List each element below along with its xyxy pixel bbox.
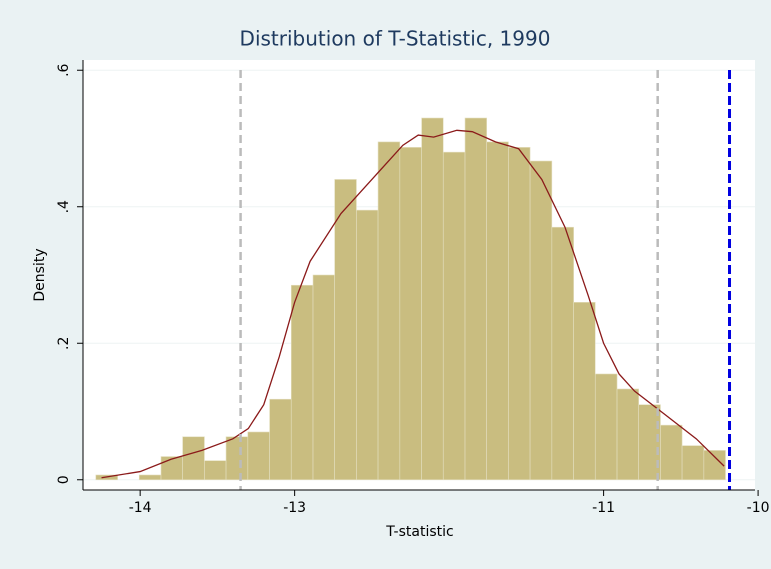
bar: [681, 445, 705, 481]
bar: [377, 141, 401, 481]
y-tick-label: 0: [56, 475, 72, 484]
bar: [312, 274, 335, 481]
bar: [399, 147, 422, 481]
bar: [529, 160, 553, 481]
bar: [421, 117, 444, 481]
density-line: [101, 129, 725, 479]
bar: [247, 431, 270, 481]
bar: [573, 302, 596, 481]
bar: [160, 456, 183, 481]
bar: [204, 460, 227, 481]
bar: [464, 117, 487, 481]
y-axis-label: Density: [32, 248, 48, 301]
x-tick-label: -10: [747, 500, 770, 516]
bar: [703, 450, 726, 481]
x-axis-label: T-statistic: [385, 524, 453, 540]
bar: [486, 141, 509, 481]
bar: [290, 284, 314, 481]
bar: [660, 424, 683, 481]
y-tick-label: .2: [56, 337, 72, 350]
x-tick-label: -13: [283, 500, 306, 516]
bar: [551, 226, 574, 481]
x-tick-label: -14: [129, 500, 152, 516]
bar: [616, 388, 639, 481]
bar: [356, 209, 379, 481]
bar: [442, 151, 466, 481]
bar: [594, 373, 618, 481]
bar: [182, 436, 205, 481]
bar: [138, 474, 162, 481]
y-tick-label: .4: [56, 200, 72, 213]
x-tick-label: -11: [592, 500, 615, 516]
bar: [508, 147, 531, 481]
bar: [225, 436, 249, 481]
y-tick-label: .6: [56, 63, 72, 76]
chart-title: Distribution of T-Statistic, 1990: [240, 27, 551, 51]
bar: [334, 179, 357, 481]
bar: [269, 398, 292, 481]
